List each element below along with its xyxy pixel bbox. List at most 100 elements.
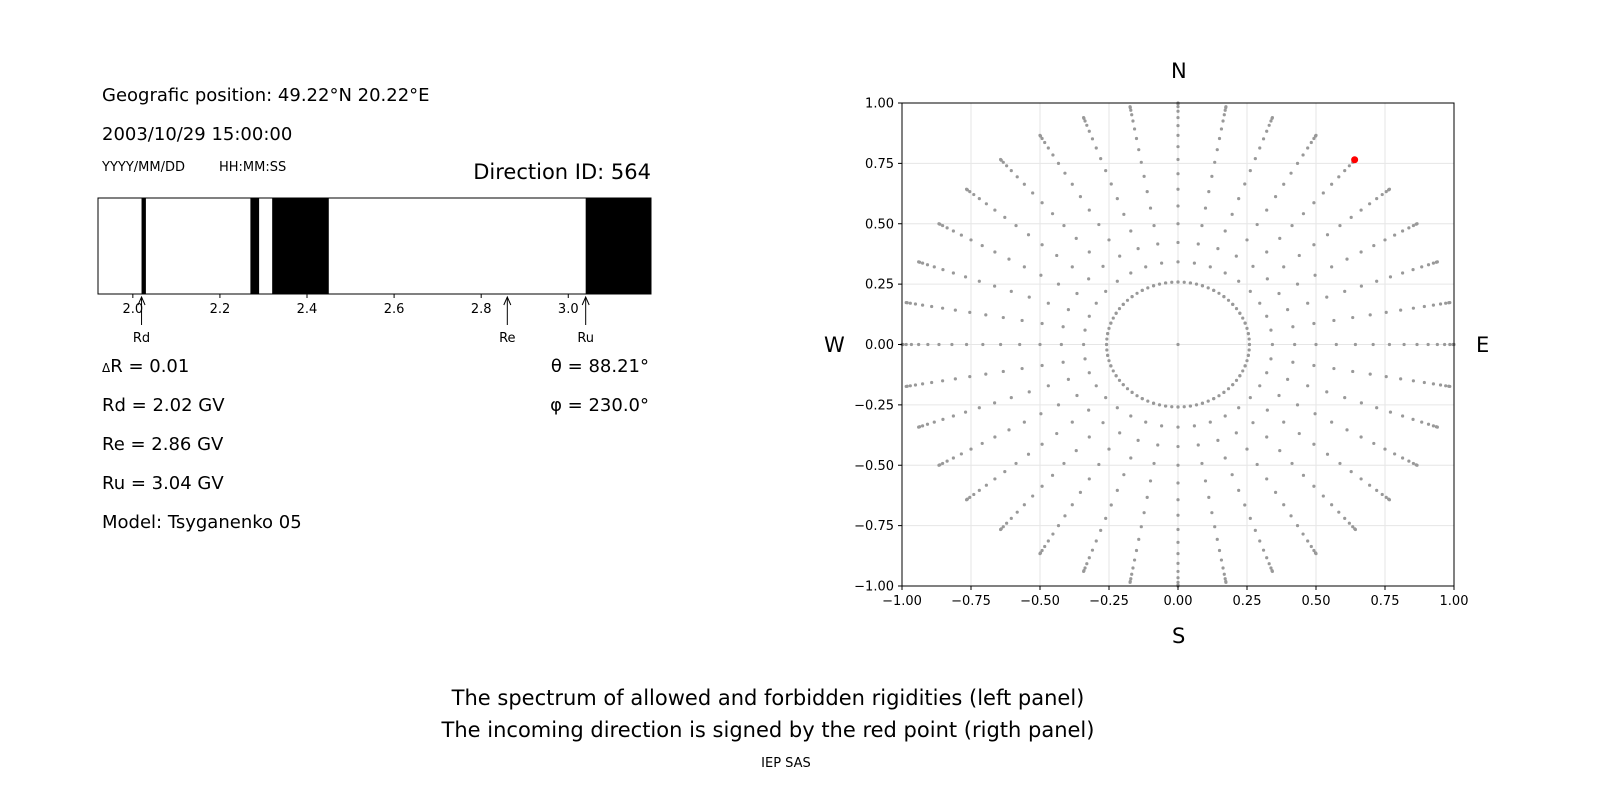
direction-point [1094,384,1098,388]
direction-point [959,452,963,456]
direction-point [1106,332,1110,336]
direction-point [1393,452,1397,456]
direction-point [1200,284,1205,288]
direction-point [1038,342,1042,347]
direction-point [1313,551,1318,555]
direction-point [1087,314,1091,318]
direction-point [1194,403,1199,407]
direction-point [1219,127,1224,131]
direction-point [1022,503,1026,507]
direction-point [1238,374,1242,378]
rigidity-tick-label: 2.2 [210,302,231,317]
direction-point [1297,431,1301,436]
direction-point [1387,188,1391,192]
direction-point [1040,321,1044,326]
direction-point [1163,281,1168,285]
direction-point [1117,378,1122,382]
direction-point [1109,503,1113,507]
direction-point [1448,384,1452,389]
direction-point [1062,223,1066,228]
direction-point [1265,371,1269,375]
direction-point [1083,119,1087,123]
direction-point [1176,405,1180,409]
direction-point [1290,223,1294,228]
direction-point [1414,222,1418,226]
direction-point [1206,399,1210,403]
direction-point [1027,295,1031,299]
direction-point [1286,307,1290,312]
direction-point [1014,223,1018,228]
direction-point [1176,157,1180,162]
direction-point [1269,328,1273,332]
direction-point [1273,195,1278,199]
direction-point [1176,513,1180,517]
direction-point [1359,250,1363,254]
direction-point [1213,160,1217,164]
direction-point [1176,498,1180,502]
direction-point [1267,123,1271,127]
direction-point [980,243,984,248]
direction-point [1223,108,1227,112]
direction-point [1375,406,1379,410]
direction-point [1208,265,1212,269]
direction-point [1337,175,1341,179]
direction-point [1251,421,1255,425]
direction-point [1106,353,1110,357]
direction-point [1321,191,1325,195]
direction-point [1170,405,1174,409]
direction-point [1224,105,1228,110]
direction-point [1015,175,1019,179]
direction-point [1312,201,1316,205]
direction-point [1134,136,1139,141]
direction-point [1176,124,1180,128]
direction-point [1353,342,1358,347]
direction-point [1278,236,1282,240]
direction-point [1224,105,1228,109]
direction-point [1087,129,1091,133]
direction-point [1176,342,1180,347]
direction-point [993,401,997,405]
direction-point [1313,134,1318,138]
direction-point [1082,116,1086,121]
direction-point [1125,387,1130,391]
direction-point [1176,240,1180,245]
direction-point [1380,192,1384,197]
rigidity-tick-label: 2.6 [384,302,405,317]
direction-point [1343,395,1347,400]
direction-point [1059,342,1063,347]
direction-point [1306,384,1310,388]
direction-point [1176,260,1180,264]
direction-point [1411,417,1415,421]
direction-point [1176,133,1180,137]
forbidden-band [585,198,651,294]
direction-point [1426,342,1430,347]
direction-point [1001,369,1005,374]
direction-point [1251,264,1255,268]
x-tick-label: −0.25 [1089,594,1129,609]
direction-point [1200,401,1205,405]
x-tick-label: 0.25 [1233,594,1262,609]
direction-point [1109,321,1113,325]
direction-point [1332,366,1336,371]
rigidity-tick-label: 2.8 [471,302,492,317]
direction-point [1156,443,1160,447]
direction-point [1247,348,1251,352]
direction-point [941,417,945,421]
direction-point [1447,384,1451,388]
direction-point [904,300,908,305]
rd-value: Rd = 2.02 GV [102,395,225,416]
direction-point [1234,431,1238,435]
direction-point [1130,113,1134,117]
direction-point [1415,342,1419,347]
direction-point [1046,539,1050,543]
direction-point [1104,342,1109,347]
direction-point [1353,158,1357,162]
direction-point [908,384,912,388]
direction-point [1247,337,1251,341]
direction-point [1253,528,1257,532]
direction-point [1099,157,1103,161]
forbidden-band [272,198,329,294]
direction-point [918,260,922,264]
direction-point [1301,473,1306,477]
direction-point [1270,116,1274,121]
